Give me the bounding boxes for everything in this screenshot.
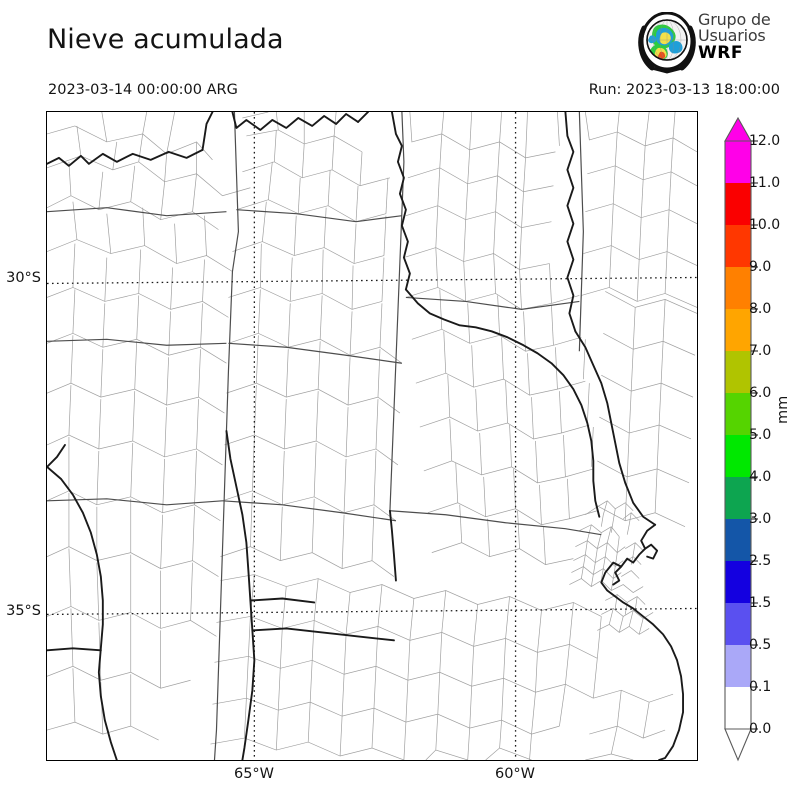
province-borders <box>47 112 602 760</box>
graticule-lat-35S <box>47 607 697 616</box>
logo-line-1: Grupo de <box>698 10 771 29</box>
colorbar-unit-label: mm <box>775 395 791 424</box>
colorbar-band-6-7 <box>725 351 751 393</box>
colorbar-label-0.0: 0.0 <box>749 721 772 737</box>
valid-time-label: 2023-03-14 00:00:00 ARG <box>48 82 238 98</box>
model-run-time-label: Run: 2023-03-13 18:00:00 <box>588 82 780 98</box>
map-plot-area[interactable] <box>46 111 698 761</box>
colorbar-band-9-10 <box>725 225 751 267</box>
colorbar-label-10.0: 10.0 <box>749 217 781 233</box>
logo-wordmark: Grupo de Usuarios WRF <box>698 12 796 62</box>
colorbar-label-5.0: 5.0 <box>749 427 772 443</box>
x-axis-tick-65W: 65°W <box>233 766 275 782</box>
colorbar-label-0.1: 0.1 <box>749 679 772 695</box>
colorbar-band-0.1-0.5 <box>725 645 751 687</box>
country-borders-and-coastline <box>47 112 684 760</box>
y-axis-tick-30S: 30°S <box>6 270 41 286</box>
colorbar-band-8-9 <box>725 267 751 309</box>
colorbar-band-2.5-3 <box>725 519 751 561</box>
colorbar-band-4-5 <box>725 435 751 477</box>
colorbar-band-3-4 <box>725 477 751 519</box>
colorbar-band-10-11 <box>725 183 751 225</box>
colorbar-band-11-12 <box>725 141 751 183</box>
brand-logo: Grupo de Usuarios WRF <box>638 12 796 74</box>
colorbar-label-1.5: 1.5 <box>749 595 772 611</box>
logo-line-wrf: WRF <box>698 43 743 63</box>
logo-line-2: Usuarios <box>698 26 766 45</box>
colorbar-band-0-0.1 <box>725 687 751 729</box>
colorbar-label-6.0: 6.0 <box>749 385 772 401</box>
colorbar-band-5-6 <box>725 393 751 435</box>
colorbar-label-4.0: 4.0 <box>749 469 772 485</box>
colorbar-label-9.0: 9.0 <box>749 259 772 275</box>
colorbar-over-arrow <box>724 116 752 142</box>
colorbar-label-7.0: 7.0 <box>749 343 772 359</box>
colorbar-under-arrow <box>724 728 752 762</box>
colorbar-swatches <box>724 116 758 762</box>
colorbar-label-0.5: 0.5 <box>749 637 772 653</box>
colorbar-label-2.5: 2.5 <box>749 553 772 569</box>
colorbar-label-8.0: 8.0 <box>749 301 772 317</box>
graticule-lat-30S <box>47 276 697 285</box>
graticule-lines <box>47 112 697 760</box>
colorbar-label-3.0: 3.0 <box>749 511 772 527</box>
colorbar-band-7-8 <box>725 309 751 351</box>
department-boundaries <box>47 112 697 760</box>
colorbar-ticks <box>751 140 758 730</box>
x-axis-tick-60W: 60°W <box>494 766 536 782</box>
colorbar-label-12.0: 12.0 <box>749 133 781 149</box>
colorbar-label-11.0: 11.0 <box>749 175 781 191</box>
y-axis-tick-35S: 35°S <box>6 603 41 619</box>
map-vector-layers <box>47 112 697 760</box>
page-title: Nieve acumulada <box>47 24 284 55</box>
colorbar-band-1.5-2.5 <box>725 561 751 603</box>
colorbar-band-0.5-1.5 <box>725 603 751 645</box>
wrf-globe-emblem-icon <box>638 12 696 74</box>
colorbar[interactable]: 12.0 11.0 10.0 9.0 8.0 7.0 6.0 5.0 4.0 3… <box>709 116 799 766</box>
